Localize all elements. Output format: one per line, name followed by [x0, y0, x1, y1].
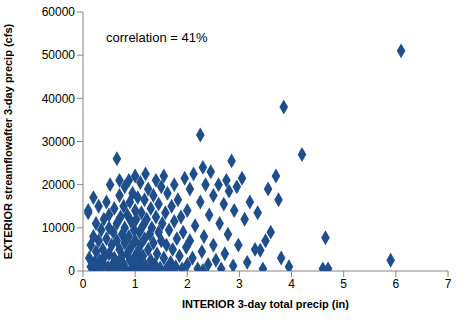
- svg-text:10000: 10000: [42, 221, 76, 235]
- svg-text:0: 0: [80, 277, 87, 291]
- svg-text:30000: 30000: [42, 135, 76, 149]
- svg-text:4: 4: [288, 277, 295, 291]
- svg-text:60000: 60000: [42, 5, 76, 19]
- svg-text:6: 6: [393, 277, 400, 291]
- svg-text:0: 0: [68, 264, 75, 278]
- svg-text:EXTERIOR streamflowafter 3-day: EXTERIOR streamflowafter 3-day precip (c…: [8, 23, 14, 259]
- svg-text:5: 5: [340, 277, 347, 291]
- svg-text:3: 3: [236, 277, 243, 291]
- svg-text:7: 7: [445, 277, 452, 291]
- html-text:correlation = 41%: correlation = 41%: [106, 30, 208, 45]
- svg-text:1: 1: [132, 277, 139, 291]
- svg-text:20000: 20000: [42, 178, 76, 192]
- svg-text:50000: 50000: [42, 48, 76, 62]
- svg-text:2: 2: [184, 277, 191, 291]
- svg-text:40000: 40000: [42, 92, 76, 106]
- svg-text:INTERIOR 3-day total precip (i: INTERIOR 3-day total precip (in): [182, 298, 349, 310]
